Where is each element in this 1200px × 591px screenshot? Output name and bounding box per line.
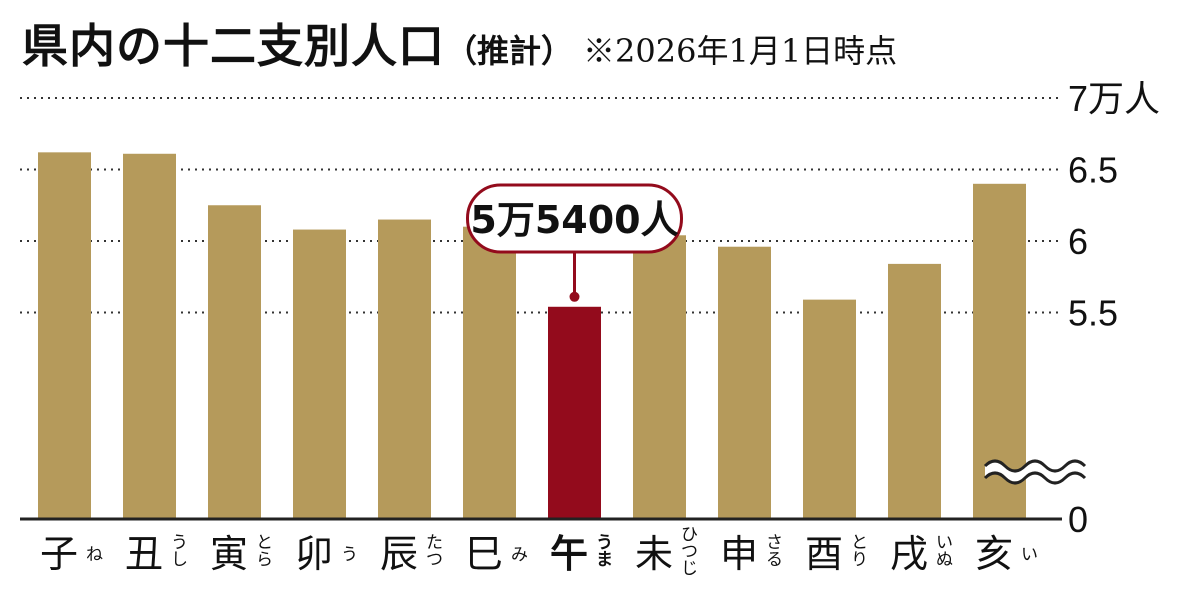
x-tick-label: 酉	[805, 532, 843, 576]
axis-break-line-upper	[983, 459, 1087, 473]
y-tick-label: 7万人	[1068, 78, 1160, 119]
bar-6	[463, 226, 516, 519]
x-tick-reading: い	[1021, 545, 1038, 565]
x-tick-label: 子	[40, 532, 78, 576]
bar-5	[378, 219, 431, 520]
bar-10	[803, 299, 856, 519]
x-tick-label: 戌	[890, 532, 928, 576]
chart-subtitle: （推計）	[445, 32, 574, 70]
x-tick-reading: とり	[851, 533, 868, 570]
x-tick-reading: うま	[596, 533, 613, 570]
x-tick-label: 卯	[295, 532, 333, 576]
callout-box	[466, 183, 683, 254]
chart-title-block: 県内の十二支別人口 （推計） ※2026年1月1日時点	[22, 10, 897, 80]
x-tick-label: 辰	[380, 532, 418, 576]
x-tick-label: 未	[635, 532, 673, 576]
x-tick-label: 申	[720, 532, 758, 576]
x-tick-label: 午	[550, 531, 588, 576]
x-tick-reading: ね	[86, 545, 103, 565]
chart-title: 県内の十二支別人口	[22, 19, 445, 73]
axis-break-line-lower	[983, 471, 1087, 485]
x-tick-label: 寅	[210, 532, 248, 576]
x-tick-reading: とら	[256, 533, 273, 570]
bar-2	[123, 153, 176, 519]
x-tick-reading: たつ	[426, 533, 443, 570]
callout-label: 5万5400人	[470, 198, 678, 242]
x-tick-reading: み	[511, 545, 528, 565]
x-tick-reading: うし	[171, 533, 188, 570]
chart-date-note: ※2026年1月1日時点	[583, 32, 898, 70]
x-tick-reading: いぬ	[936, 533, 953, 570]
x-tick-label: 丑	[125, 532, 163, 576]
bar-8	[633, 235, 686, 519]
y-tick-label: 6.5	[1068, 150, 1118, 191]
bar-7	[548, 306, 601, 519]
x-tick-label: 巳	[465, 532, 503, 576]
y-tick-label: 0	[1068, 499, 1088, 540]
x-tick-reading: う	[341, 545, 358, 565]
callout-dot	[569, 291, 580, 302]
x-tick-reading: さる	[766, 533, 783, 570]
bar-3	[208, 205, 261, 519]
x-tick-reading: ひつじ	[681, 525, 698, 579]
bar-1	[38, 152, 91, 519]
x-tick-label: 亥	[975, 532, 1013, 576]
bar-11	[888, 263, 941, 519]
y-tick-label: 5.5	[1068, 293, 1118, 334]
y-tick-label: 6	[1068, 221, 1088, 262]
bar-4	[293, 229, 346, 519]
bar-9	[718, 246, 771, 519]
